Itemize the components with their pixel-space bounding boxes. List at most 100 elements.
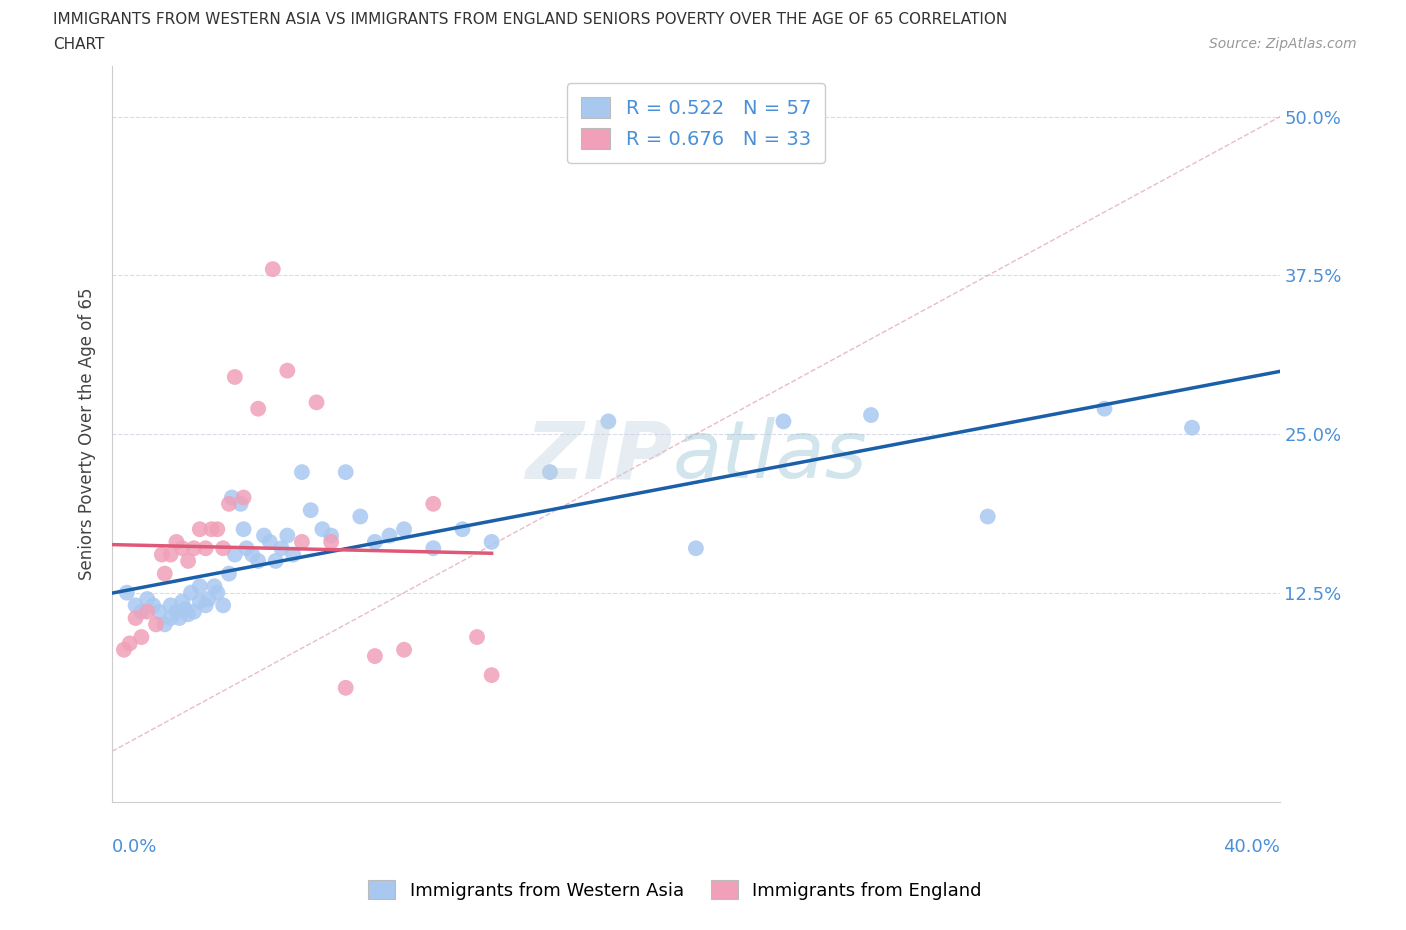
Point bbox=[188, 594, 211, 609]
Point bbox=[124, 598, 146, 613]
Point bbox=[259, 535, 281, 550]
Text: atlas: atlas bbox=[672, 418, 868, 495]
Point bbox=[422, 541, 444, 556]
Point bbox=[311, 522, 333, 537]
Point bbox=[772, 414, 794, 429]
Point bbox=[174, 602, 197, 617]
Point bbox=[335, 681, 357, 696]
Y-axis label: Seniors Poverty Over the Age of 65: Seniors Poverty Over the Age of 65 bbox=[79, 287, 96, 580]
Point bbox=[183, 541, 205, 556]
Point bbox=[235, 541, 257, 556]
Point bbox=[112, 643, 135, 658]
Point bbox=[335, 465, 357, 480]
Point bbox=[212, 541, 235, 556]
Point bbox=[321, 528, 343, 543]
Point bbox=[150, 547, 173, 562]
Point bbox=[685, 541, 707, 556]
Point bbox=[172, 541, 194, 556]
Point bbox=[481, 535, 503, 550]
Point bbox=[392, 522, 415, 537]
Point bbox=[153, 617, 176, 631]
Point bbox=[136, 591, 159, 606]
Point bbox=[1094, 401, 1116, 416]
Point bbox=[207, 585, 229, 600]
Point bbox=[115, 585, 138, 600]
Point bbox=[200, 522, 222, 537]
Point bbox=[145, 617, 167, 631]
Point bbox=[270, 541, 292, 556]
Point bbox=[378, 528, 401, 543]
Point bbox=[177, 553, 200, 568]
Point bbox=[422, 497, 444, 512]
Point bbox=[321, 535, 343, 550]
Point bbox=[197, 591, 219, 606]
Point bbox=[291, 535, 314, 550]
Point bbox=[159, 598, 181, 613]
Point bbox=[291, 465, 314, 480]
Point bbox=[159, 611, 181, 626]
Point bbox=[253, 528, 276, 543]
Point bbox=[180, 585, 202, 600]
Point bbox=[538, 465, 561, 480]
Point bbox=[481, 668, 503, 683]
Point bbox=[276, 364, 298, 379]
Point bbox=[1181, 420, 1204, 435]
Point bbox=[364, 535, 387, 550]
Point bbox=[598, 414, 620, 429]
Point bbox=[159, 547, 181, 562]
Point bbox=[264, 553, 287, 568]
Point bbox=[262, 261, 284, 276]
Point bbox=[465, 630, 488, 644]
Text: CHART: CHART bbox=[53, 37, 105, 52]
Point bbox=[451, 522, 474, 537]
Point bbox=[169, 611, 191, 626]
Text: ZIP: ZIP bbox=[526, 418, 672, 495]
Point bbox=[229, 497, 252, 512]
Point bbox=[202, 578, 225, 593]
Point bbox=[218, 497, 240, 512]
Point bbox=[124, 611, 146, 626]
Point bbox=[232, 522, 254, 537]
Point bbox=[188, 578, 211, 593]
Point bbox=[165, 535, 187, 550]
Point bbox=[218, 566, 240, 581]
Point bbox=[136, 604, 159, 619]
Point bbox=[392, 643, 415, 658]
Point bbox=[349, 509, 371, 524]
Point bbox=[305, 395, 328, 410]
Text: 40.0%: 40.0% bbox=[1223, 838, 1279, 856]
Point bbox=[276, 528, 298, 543]
Point bbox=[207, 522, 229, 537]
Point bbox=[142, 598, 165, 613]
Point bbox=[224, 369, 246, 384]
Point bbox=[240, 547, 263, 562]
Point bbox=[165, 604, 187, 619]
Point bbox=[148, 604, 170, 619]
Point bbox=[212, 598, 235, 613]
Point bbox=[131, 604, 153, 619]
Point bbox=[183, 604, 205, 619]
Text: IMMIGRANTS FROM WESTERN ASIA VS IMMIGRANTS FROM ENGLAND SENIORS POVERTY OVER THE: IMMIGRANTS FROM WESTERN ASIA VS IMMIGRAN… bbox=[53, 12, 1008, 27]
Point bbox=[194, 598, 217, 613]
Legend: R = 0.522   N = 57, R = 0.676   N = 33: R = 0.522 N = 57, R = 0.676 N = 33 bbox=[567, 83, 824, 163]
Point bbox=[859, 407, 882, 422]
Point bbox=[247, 553, 270, 568]
Legend: Immigrants from Western Asia, Immigrants from England: Immigrants from Western Asia, Immigrants… bbox=[361, 873, 988, 907]
Point bbox=[118, 636, 141, 651]
Point bbox=[232, 490, 254, 505]
Point bbox=[221, 490, 243, 505]
Point bbox=[364, 648, 387, 663]
Text: 0.0%: 0.0% bbox=[112, 838, 157, 856]
Point bbox=[188, 522, 211, 537]
Point bbox=[131, 630, 153, 644]
Point bbox=[172, 594, 194, 609]
Point bbox=[224, 547, 246, 562]
Text: Source: ZipAtlas.com: Source: ZipAtlas.com bbox=[1209, 37, 1357, 51]
Point bbox=[153, 566, 176, 581]
Point bbox=[194, 541, 217, 556]
Point bbox=[247, 401, 270, 416]
Point bbox=[283, 547, 305, 562]
Point bbox=[299, 503, 322, 518]
Point bbox=[977, 509, 1000, 524]
Point bbox=[177, 606, 200, 621]
